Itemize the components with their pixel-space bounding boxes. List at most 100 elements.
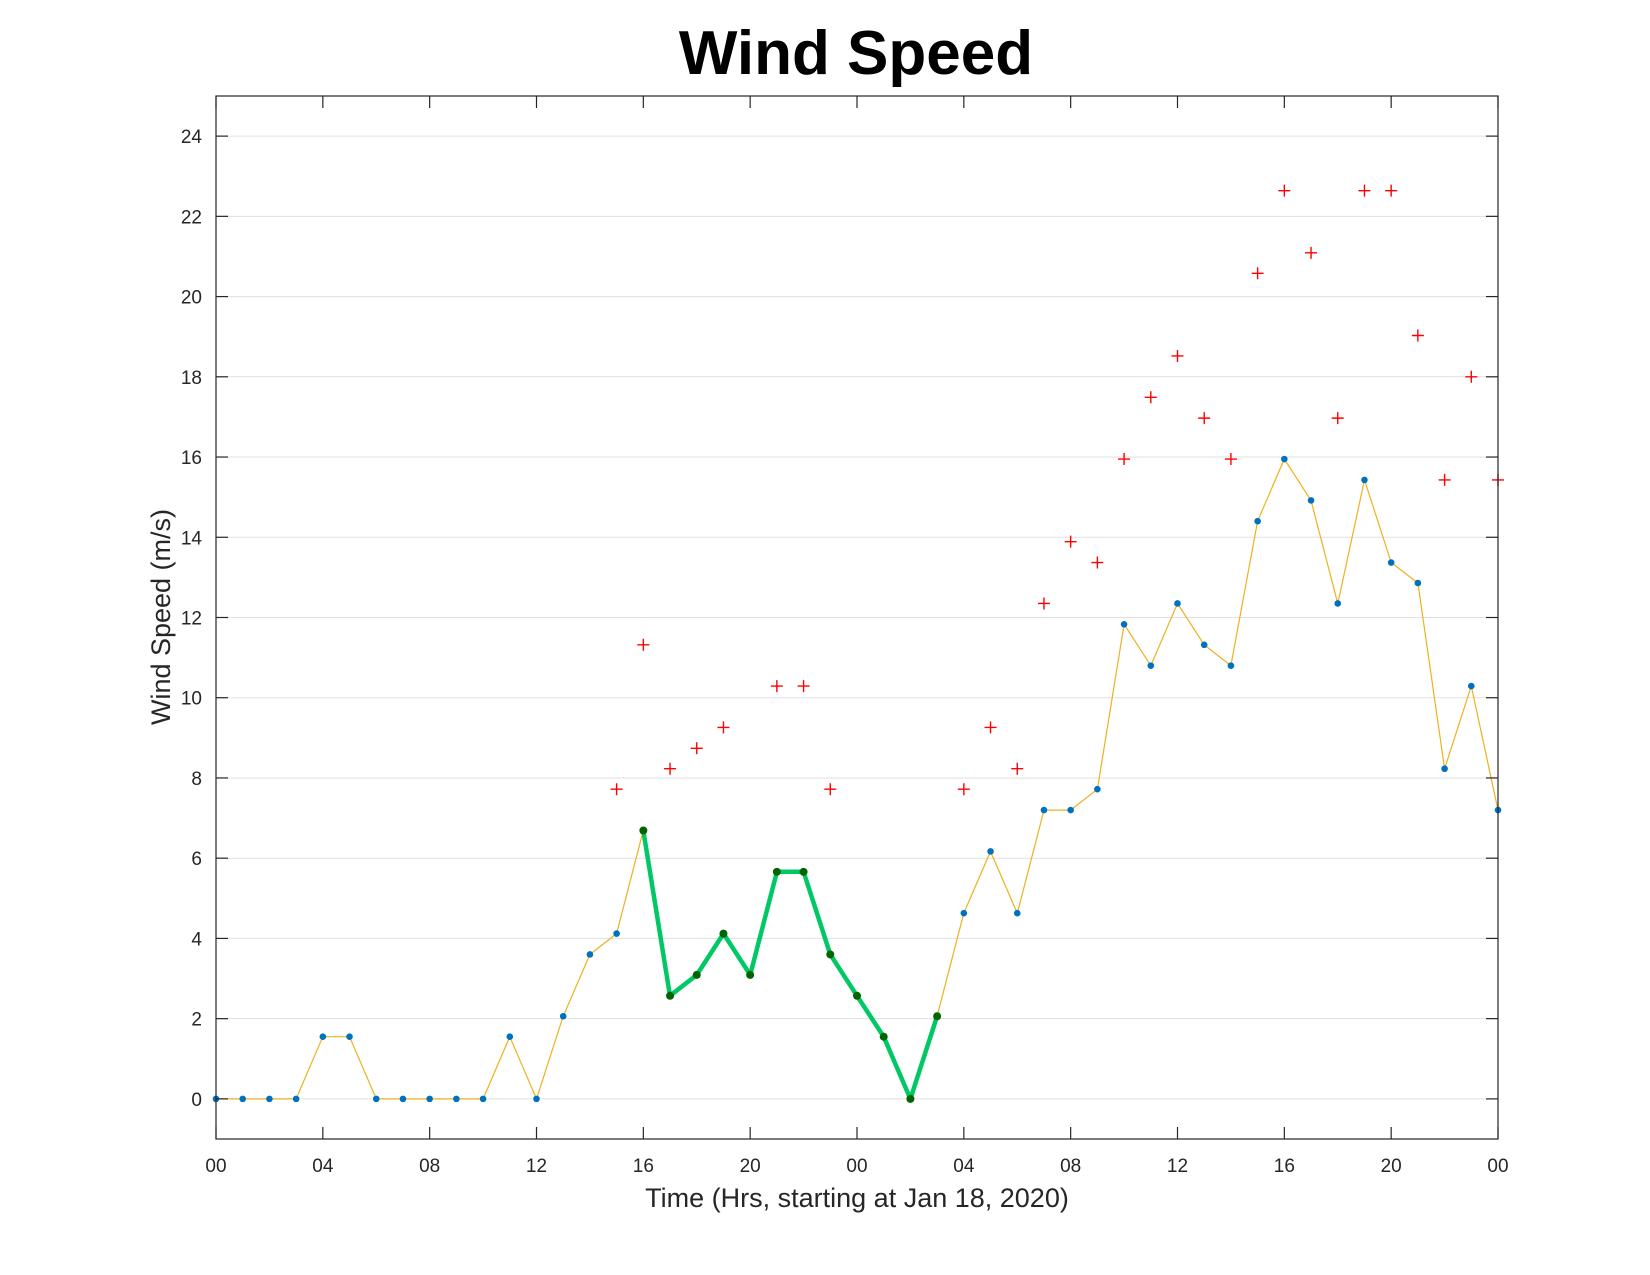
wind-speed-point-30 bbox=[1013, 909, 1021, 917]
gust-marker-2 bbox=[664, 762, 677, 775]
highlight-point-5 bbox=[772, 867, 781, 876]
wind-speed-point-28 bbox=[960, 909, 968, 917]
x-tick-label-2: 08 bbox=[419, 1156, 440, 1177]
y-tick-label-6: 6 bbox=[191, 849, 202, 870]
y-tick-label-10: 10 bbox=[181, 689, 202, 710]
wind-speed-point-9 bbox=[453, 1095, 460, 1103]
gust-marker-7 bbox=[824, 783, 837, 796]
wind-speed-point-1 bbox=[239, 1095, 247, 1103]
wind-speed-point-10 bbox=[479, 1095, 487, 1103]
wind-speed-point-33 bbox=[1094, 785, 1101, 793]
gust-marker-27 bbox=[1465, 370, 1478, 383]
plot-series bbox=[212, 184, 1504, 1103]
y-tick-label-8: 8 bbox=[191, 769, 202, 790]
gust-marker-10 bbox=[1011, 762, 1024, 775]
wind-speed-point-46 bbox=[1441, 765, 1448, 773]
wind-speed-point-32 bbox=[1067, 806, 1074, 814]
wind-speed-point-4 bbox=[319, 1033, 327, 1041]
wind-speed-point-44 bbox=[1387, 559, 1395, 566]
x-tick-label-1: 04 bbox=[312, 1156, 334, 1177]
highlight-point-2 bbox=[692, 970, 701, 979]
wind-speed-point-15 bbox=[613, 930, 620, 937]
gust-marker-25 bbox=[1411, 329, 1424, 342]
gust-marker-4 bbox=[717, 721, 730, 734]
gust-marker-1 bbox=[637, 638, 650, 651]
highlight-point-8 bbox=[853, 991, 861, 1000]
y-tick-label-2: 2 bbox=[191, 1010, 202, 1031]
gust-marker-14 bbox=[1118, 453, 1131, 466]
grid-lines bbox=[216, 135, 1498, 1100]
y-axis-label: Wind Speed (m/s) bbox=[146, 509, 176, 725]
wind-speed-point-40 bbox=[1281, 455, 1288, 463]
gust-marker-20 bbox=[1278, 184, 1291, 197]
highlight-point-10 bbox=[906, 1094, 915, 1103]
wind-speed-point-14 bbox=[586, 951, 594, 958]
wind-speed-point-35 bbox=[1147, 662, 1155, 669]
y-tick-label-22: 22 bbox=[181, 207, 202, 228]
x-tick-label-10: 16 bbox=[1274, 1156, 1295, 1177]
gust-marker-22 bbox=[1331, 412, 1344, 425]
highlight-point-4 bbox=[746, 970, 755, 979]
highlight-point-6 bbox=[799, 867, 808, 876]
gust-marker-19 bbox=[1251, 267, 1264, 280]
wind-speed-point-29 bbox=[987, 848, 994, 855]
wind-speed-point-8 bbox=[426, 1095, 433, 1103]
wind-speed-line bbox=[216, 458, 1499, 1100]
highlight-point-3 bbox=[719, 929, 728, 938]
wind-speed-point-34 bbox=[1120, 621, 1128, 628]
wind-speed-point-31 bbox=[1040, 806, 1048, 814]
y-tick-label-12: 12 bbox=[181, 609, 202, 630]
gust-marker-26 bbox=[1438, 473, 1451, 486]
wind-speed-point-47 bbox=[1467, 682, 1475, 690]
wind-speed-point-45 bbox=[1414, 579, 1422, 587]
gust-marker-6 bbox=[797, 680, 810, 693]
gust-marker-9 bbox=[984, 721, 997, 734]
gust-marker-12 bbox=[1064, 535, 1077, 548]
gust-marker-0 bbox=[610, 783, 623, 796]
y-tick-label-24: 24 bbox=[181, 127, 203, 148]
wind-speed-point-39 bbox=[1254, 517, 1261, 525]
x-axis-label: Time (Hrs, starting at Jan 18, 2020) bbox=[645, 1183, 1069, 1213]
gust-marker-16 bbox=[1171, 349, 1184, 362]
x-tick-label-5: 20 bbox=[740, 1156, 761, 1177]
gust-marker-17 bbox=[1198, 412, 1211, 425]
highlight-point-9 bbox=[879, 1032, 888, 1041]
wind-speed-point-2 bbox=[266, 1095, 273, 1103]
wind-speed-point-41 bbox=[1307, 497, 1315, 504]
wind-speed-point-43 bbox=[1361, 476, 1368, 484]
gust-marker-24 bbox=[1385, 184, 1398, 197]
gust-marker-13 bbox=[1091, 556, 1104, 569]
y-tick-label-16: 16 bbox=[181, 448, 202, 469]
chart-title: Wind Speed bbox=[679, 19, 1033, 88]
wind-speed-point-5 bbox=[346, 1033, 353, 1041]
wind-speed-point-11 bbox=[506, 1033, 514, 1041]
x-tick-label-6: 00 bbox=[846, 1156, 867, 1177]
gust-marker-23 bbox=[1358, 184, 1371, 197]
wind-speed-point-3 bbox=[292, 1095, 300, 1103]
x-tick-label-8: 08 bbox=[1060, 1156, 1081, 1177]
highlight-point-11 bbox=[933, 1012, 942, 1021]
x-tick-label-7: 04 bbox=[953, 1156, 975, 1177]
gust-marker-18 bbox=[1224, 453, 1237, 466]
wind-speed-point-13 bbox=[559, 1012, 567, 1020]
wind-speed-point-37 bbox=[1200, 641, 1208, 649]
wind-speed-point-7 bbox=[399, 1095, 407, 1103]
highlight-point-0 bbox=[639, 826, 648, 835]
x-tick-label-4: 16 bbox=[633, 1156, 654, 1177]
highlight-point-7 bbox=[826, 950, 835, 959]
gust-marker-3 bbox=[690, 742, 703, 755]
gust-marker-11 bbox=[1037, 597, 1050, 610]
x-tick-label-12: 00 bbox=[1487, 1156, 1508, 1177]
x-tick-label-3: 12 bbox=[526, 1156, 547, 1177]
y-tick-label-14: 14 bbox=[181, 528, 203, 549]
gust-marker-8 bbox=[957, 783, 970, 796]
wind-speed-point-38 bbox=[1227, 662, 1235, 669]
wind-speed-point-12 bbox=[533, 1095, 540, 1103]
gust-marker-5 bbox=[770, 680, 783, 693]
y-tick-label-4: 4 bbox=[191, 929, 202, 950]
gust-marker-15 bbox=[1144, 391, 1157, 404]
y-tick-label-20: 20 bbox=[181, 288, 202, 309]
wind-speed-point-42 bbox=[1334, 600, 1342, 607]
